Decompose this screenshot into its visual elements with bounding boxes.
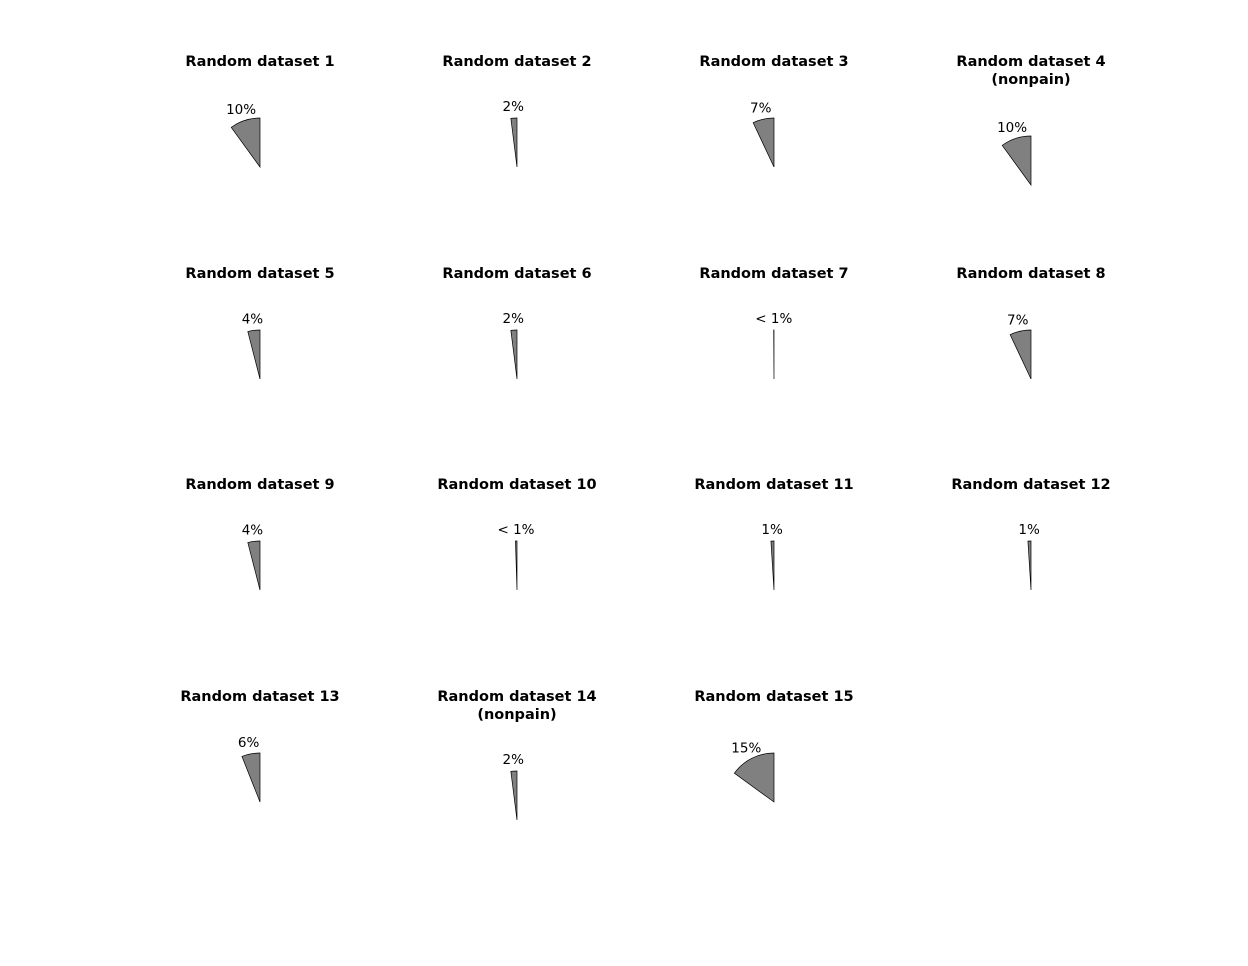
pie-panel-10: Random dataset 10 < 1% [437,477,597,591]
panel-title-line: Random dataset 4 [956,54,1105,70]
pie-panel-6: Random dataset 6 2% [442,266,592,380]
panel-title-line: Random dataset 1 [185,54,334,70]
pie-slice [510,117,518,168]
panel-title-line: Random dataset 11 [694,477,853,493]
panel-title-line: Random dataset 13 [180,689,339,705]
pie-slice [241,752,261,803]
slice-label: 6% [238,735,260,751]
slice-label: 7% [750,101,772,117]
panel-title-line: Random dataset 3 [699,54,848,70]
panel-title: Random dataset 2 [442,54,591,70]
panel-title-line: (nonpain) [477,707,556,723]
panel-title: Random dataset 3 [699,54,848,70]
slice-label: < 1% [755,311,792,327]
slice-label: 1% [761,522,783,538]
panel-title-line: Random dataset 12 [951,477,1110,493]
pie-panel-5: Random dataset 5 4% [185,266,335,380]
pie-panel-11: Random dataset 11 1% [694,477,854,591]
pie-slice [230,117,261,169]
panel-title: Random dataset 6 [442,266,591,282]
panel-title-line: Random dataset 2 [442,54,591,70]
panel-title: Random dataset 8 [956,266,1105,282]
panel-title: Random dataset 4 (nonpain) [956,54,1105,88]
pie-slice [733,752,775,803]
panel-title: Random dataset 14 (nonpain) [437,689,596,723]
panel-title: Random dataset 10 [437,477,596,493]
pie-slice [510,329,518,380]
pie-panel-12: Random dataset 12 1% [951,477,1111,591]
pie-panel-1: Random dataset 1 10% [185,54,335,169]
pie-slice [1009,329,1032,380]
pie-panel-14: Random dataset 14 (nonpain) 2% [437,689,597,821]
pie-slice [510,770,518,821]
slice-label: 4% [242,523,264,539]
slice-label: 7% [1007,313,1029,329]
slice-label: 2% [502,752,524,768]
pie-panel-9: Random dataset 9 4% [185,477,335,591]
slice-label: < 1% [497,522,534,538]
pie-panel-13: Random dataset 13 6% [180,689,340,803]
pie-slice [752,117,775,168]
panel-title-line: Random dataset 6 [442,266,591,282]
pie-panel-15: Random dataset 15 15% [694,689,854,803]
panel-title: Random dataset 9 [185,477,334,493]
panel-title: Random dataset 7 [699,266,848,282]
pie-slice [247,540,261,591]
slice-label: 4% [242,312,264,328]
panel-title-line: Random dataset 14 [437,689,596,705]
pie-slice [1027,540,1032,591]
slice-label: 2% [502,99,524,115]
panel-title-line: Random dataset 10 [437,477,596,493]
panel-title: Random dataset 13 [180,689,339,705]
pie-panel-4: Random dataset 4 (nonpain) 10% [956,54,1106,187]
slice-label: 10% [997,120,1027,136]
panel-title: Random dataset 12 [951,477,1110,493]
panel-title: Random dataset 5 [185,266,334,282]
slice-label: 1% [1018,522,1040,538]
pie-panel-3: Random dataset 3 7% [699,54,849,168]
panel-title-line: Random dataset 5 [185,266,334,282]
slice-label: 15% [731,741,761,757]
panel-title: Random dataset 11 [694,477,853,493]
panel-title-line: Random dataset 7 [699,266,848,282]
pie-slice [1001,135,1032,187]
slice-label: 10% [226,102,256,118]
pie-panel-2: Random dataset 2 2% [442,54,592,168]
panel-title: Random dataset 15 [694,689,853,705]
panel-title: Random dataset 1 [185,54,334,70]
panel-title-line: (nonpain) [991,72,1070,88]
pie-slice [247,329,261,380]
panel-title-line: Random dataset 9 [185,477,334,493]
pie-slice [770,540,775,591]
pie-slice [515,540,518,591]
pie-panel-7: Random dataset 7 < 1% [699,266,849,380]
pie-panel-8: Random dataset 8 7% [956,266,1106,380]
panel-title-line: Random dataset 15 [694,689,853,705]
slice-label: 2% [502,311,524,327]
panel-title-line: Random dataset 8 [956,266,1105,282]
